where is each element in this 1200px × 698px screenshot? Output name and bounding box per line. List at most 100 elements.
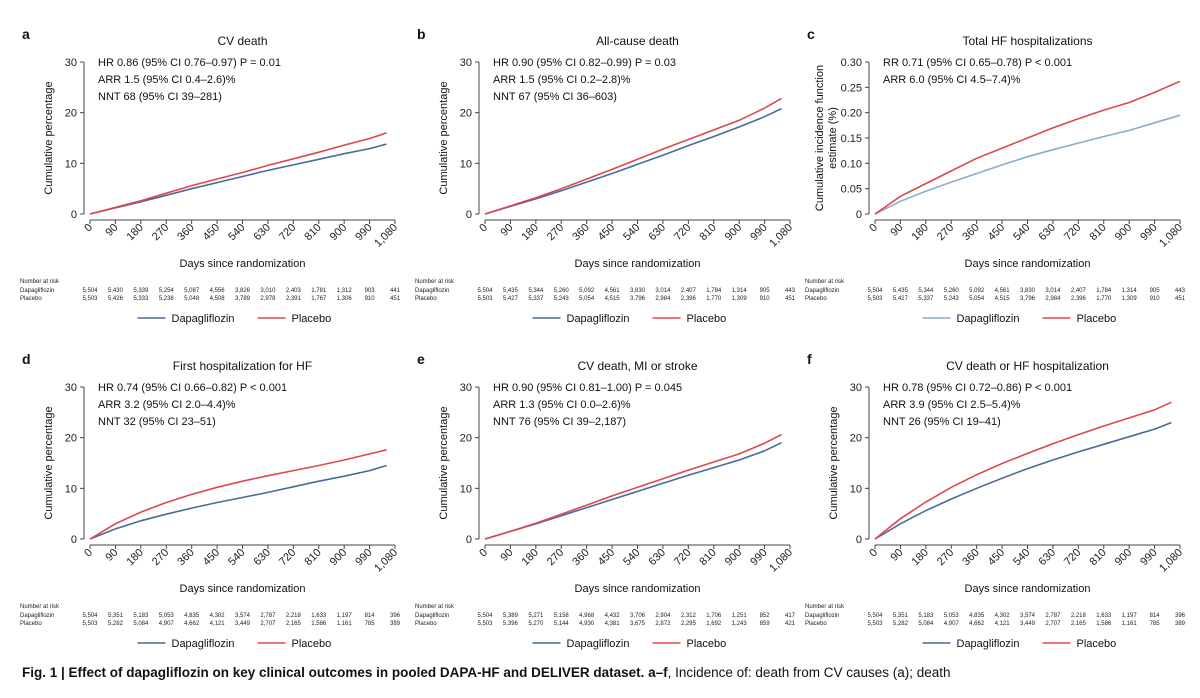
risk-row-label: Dapagliflozin (805, 613, 839, 619)
x-tick-label: 720 (277, 222, 298, 243)
risk-value: 441 (390, 288, 401, 294)
y-tick-label: 20 (850, 433, 862, 445)
chart-svg: f CV death or HF hospitalization HR 0.78 (… (805, 351, 1186, 650)
x-tick-label: 450 (201, 547, 222, 568)
risk-value: 2,295 (681, 621, 697, 627)
chart-title: CV death (217, 34, 267, 48)
y-tick-label: 0.05 (841, 184, 862, 196)
risk-value: 4,930 (579, 621, 595, 627)
stat-line-2: ARR 3.2 (95% CI 2.0–4.4)% (98, 399, 236, 411)
y-axis-label: Cumulative percentage (828, 406, 840, 519)
panel-letter: d (22, 351, 31, 367)
risk-table-title: Number at risk (805, 279, 845, 285)
x-tick-label: 630 (1037, 547, 1058, 568)
risk-value: 3,449 (1020, 621, 1036, 627)
x-tick-label: 180 (124, 547, 145, 568)
series-line-dapagliflozin (874, 114, 1181, 215)
x-tick-label: 180 (519, 547, 540, 568)
risk-value: 3,010 (260, 288, 276, 294)
chart-panel-c: c Total HF hospitalizations RR 0.71 (95% C… (805, 25, 1195, 350)
y-tick-label: 0.25 (841, 82, 862, 94)
chart-svg: c Total HF hospitalizations RR 0.71 (95% C… (805, 26, 1186, 325)
risk-value: 3,449 (235, 621, 251, 627)
x-tick-label: 630 (252, 222, 273, 243)
stat-line-1: HR 0.86 (95% CI 0.76–0.97) P = 0.01 (98, 57, 281, 69)
risk-value: 905 (760, 288, 771, 294)
risk-value: 451 (390, 296, 401, 302)
risk-value: 5,503 (82, 621, 98, 627)
risk-value: 4,662 (184, 621, 200, 627)
risk-value: 3,574 (1020, 613, 1036, 619)
x-tick-label: 630 (252, 547, 273, 568)
risk-value: 421 (785, 621, 796, 627)
chart-title: Total HF hospitalizations (962, 34, 1092, 48)
y-axis-label: Cumulative percentage (438, 406, 450, 519)
caption-text: , Incidence of: death from CV causes (a)… (667, 665, 951, 680)
stat-line-2: ARR 1.5 (95% CI 0.2–2.8)% (493, 74, 631, 86)
stat-line-2: ARR 1.5 (95% CI 0.4–2.6)% (98, 74, 236, 86)
risk-table-title: Number at risk (805, 604, 845, 610)
risk-value: 5,344 (918, 288, 934, 294)
risk-value: 2,407 (1071, 288, 1087, 294)
risk-value: 5,054 (969, 296, 985, 302)
x-tick-label: 990 (1138, 547, 1159, 568)
x-tick-label: 1,080 (1157, 222, 1185, 250)
risk-value: 5,503 (82, 296, 98, 302)
risk-value: 2,904 (655, 613, 671, 619)
chart-svg: d First hospitalization for HF HR 0.74 (95… (20, 351, 401, 650)
risk-value: 5,389 (503, 613, 519, 619)
y-tick-label: 0.20 (841, 108, 862, 120)
risk-value: 451 (785, 296, 796, 302)
legend-label: Dapagliflozin (957, 638, 1020, 650)
stat-line-3: NNT 32 (95% CI 23–51) (98, 416, 216, 428)
legend-label: Dapagliflozin (172, 313, 235, 325)
risk-value: 1,633 (311, 613, 327, 619)
risk-value: 1,197 (337, 613, 353, 619)
risk-value: 1,706 (706, 613, 722, 619)
risk-value: 2,978 (260, 296, 276, 302)
x-tick-label: 0 (867, 547, 880, 560)
x-axis-label: Days since randomization (965, 258, 1091, 270)
risk-row-label: Placebo (20, 296, 42, 302)
x-tick-label: 540 (226, 222, 247, 243)
x-tick-label: 1,080 (372, 222, 400, 250)
x-tick-label: 720 (1062, 222, 1083, 243)
chart-title: CV death, MI or stroke (577, 359, 697, 373)
stat-line-3: NNT 68 (95% CI 39–281) (98, 91, 222, 103)
series-line-placebo (874, 401, 1172, 540)
stat-line-3: NNT 67 (95% CI 36–603) (493, 91, 617, 103)
x-tick-label: 450 (986, 222, 1007, 243)
series-line-placebo (89, 132, 387, 215)
x-tick-label: 0 (477, 547, 490, 560)
risk-value: 5,092 (579, 288, 595, 294)
series-line-dapagliflozin (874, 421, 1172, 540)
x-tick-label: 900 (1113, 547, 1134, 568)
risk-value: 1,243 (732, 621, 748, 627)
x-tick-label: 540 (1011, 222, 1032, 243)
stat-line-2: ARR 3.9 (95% CI 2.5–5.4)% (883, 399, 1021, 411)
risk-value: 1,784 (706, 288, 722, 294)
risk-value: 5,430 (108, 288, 124, 294)
x-tick-label: 540 (226, 547, 247, 568)
risk-value: 2,707 (260, 621, 276, 627)
risk-value: 4,302 (210, 613, 226, 619)
risk-value: 4,432 (605, 613, 621, 619)
risk-value: 3,675 (630, 621, 646, 627)
risk-value: 4,561 (605, 288, 621, 294)
stat-line-1: HR 0.90 (95% CI 0.81–1.00) P = 0.045 (493, 382, 682, 394)
y-tick-label: 0.30 (841, 57, 862, 69)
y-tick-label: 30 (460, 382, 472, 394)
legend-label: Placebo (687, 313, 727, 325)
x-tick-label: 360 (175, 547, 196, 568)
x-tick-label: 0 (82, 222, 95, 235)
stat-line-1: HR 0.78 (95% CI 0.72–0.86) P < 0.001 (883, 382, 1072, 394)
risk-value: 1,161 (1122, 621, 1138, 627)
x-tick-label: 630 (1037, 222, 1058, 243)
risk-value: 910 (760, 296, 771, 302)
y-axis-label-line-2: estimate (%) (827, 107, 839, 169)
risk-value: 3,830 (630, 288, 646, 294)
y-axis-label: Cumulative percentage (438, 81, 450, 194)
risk-value: 785 (1150, 621, 1161, 627)
risk-value: 4,381 (605, 621, 621, 627)
x-tick-label: 450 (986, 547, 1007, 568)
